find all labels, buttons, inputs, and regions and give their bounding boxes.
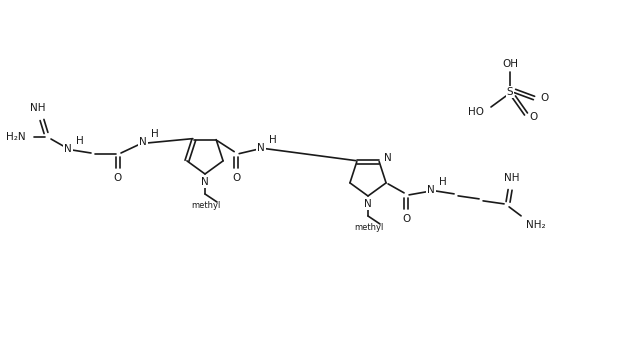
Text: H: H: [76, 136, 84, 146]
Text: O: O: [529, 112, 537, 122]
Text: O: O: [540, 93, 548, 103]
Text: NH₂: NH₂: [526, 220, 546, 230]
Text: N: N: [364, 199, 372, 209]
Text: H: H: [151, 129, 159, 139]
Text: N: N: [64, 144, 72, 154]
Text: H: H: [269, 135, 277, 145]
Text: S: S: [507, 87, 514, 97]
Text: H: H: [439, 177, 447, 187]
Text: N: N: [427, 185, 435, 195]
Text: O: O: [114, 173, 122, 183]
Text: N: N: [201, 177, 209, 187]
Text: N: N: [257, 143, 265, 153]
Text: OH: OH: [502, 59, 518, 69]
Text: methyl: methyl: [354, 224, 384, 232]
Text: HO: HO: [468, 107, 484, 117]
Text: O: O: [402, 214, 410, 224]
Text: N: N: [384, 153, 392, 163]
Text: N: N: [139, 137, 147, 147]
Text: NH: NH: [30, 103, 46, 113]
Text: NH: NH: [504, 173, 520, 183]
Text: H₂N: H₂N: [6, 132, 26, 142]
Text: O: O: [232, 173, 240, 183]
Text: methyl: methyl: [192, 202, 221, 210]
